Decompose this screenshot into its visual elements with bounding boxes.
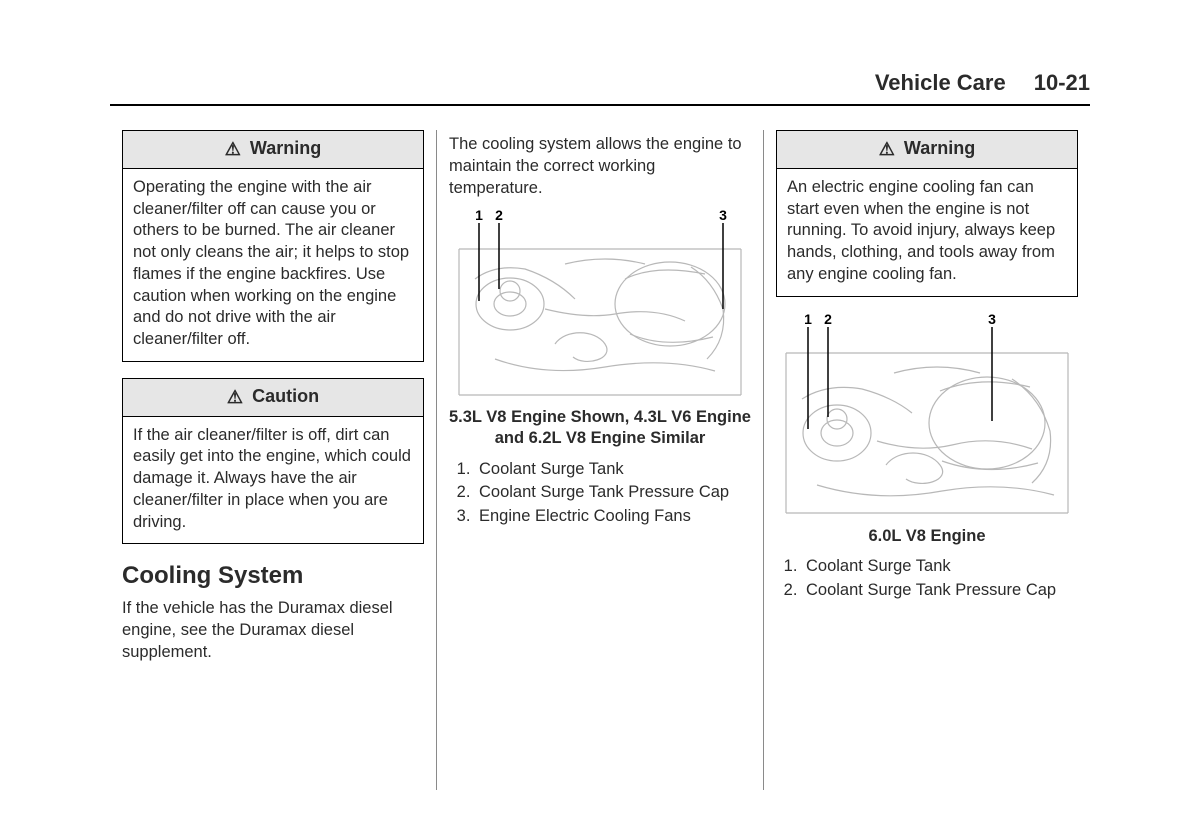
figure-2-callout-list: Coolant Surge Tank Coolant Surge Tank Pr… <box>802 556 1078 602</box>
fig1-label-3: 3 <box>719 209 727 223</box>
warning-icon: ⚠ <box>225 138 241 162</box>
page-header: Vehicle Care 10-21 <box>110 70 1090 106</box>
fig1-callout-3: Engine Electric Cooling Fans <box>475 506 751 528</box>
fig2-label-3: 3 <box>988 313 996 327</box>
warning-title-text-2: Warning <box>904 138 975 158</box>
page-number: 10-21 <box>1034 70 1090 96</box>
fig1-callout-1: Coolant Surge Tank <box>475 459 751 481</box>
fig2-label-2: 2 <box>824 313 832 327</box>
fig1-label-1: 1 <box>475 209 483 223</box>
fig2-label-1: 1 <box>804 313 812 327</box>
fig1-label-2: 2 <box>495 209 503 223</box>
caution-icon: ⚠ <box>227 386 243 410</box>
warning-box-body-2: An electric engine cooling fan can start… <box>777 169 1077 296</box>
cooling-intro-para: The cooling system allows the engine to … <box>449 134 751 199</box>
figure-engine-53l: 1 2 3 <box>449 209 751 399</box>
fig2-callout-2: Coolant Surge Tank Pressure Cap <box>802 580 1078 602</box>
content-columns: ⚠ Warning Operating the engine with the … <box>110 130 1090 790</box>
warning-box-air-cleaner: ⚠ Warning Operating the engine with the … <box>122 130 424 362</box>
caution-title-text: Caution <box>252 386 319 406</box>
caution-box-air-cleaner: ⚠ Caution If the air cleaner/filter is o… <box>122 378 424 545</box>
warning-box-title: ⚠ Warning <box>123 131 423 169</box>
warning-box-title-2: ⚠ Warning <box>777 131 1077 169</box>
column-3: ⚠ Warning An electric engine cooling fan… <box>763 130 1090 790</box>
column-2: The cooling system allows the engine to … <box>436 130 763 790</box>
section-para-duramax: If the vehicle has the Duramax diesel en… <box>122 598 424 663</box>
caution-box-title: ⚠ Caution <box>123 379 423 417</box>
figure-engine-60l: 1 2 3 <box>776 313 1078 518</box>
caution-box-body: If the air cleaner/filter is off, dirt c… <box>123 417 423 544</box>
warning-box-body: Operating the engine with the air cleane… <box>123 169 423 361</box>
chapter-title: Vehicle Care <box>875 70 1006 96</box>
fig2-callout-1: Coolant Surge Tank <box>802 556 1078 578</box>
warning-title-text: Warning <box>250 138 321 158</box>
fig1-callout-2: Coolant Surge Tank Pressure Cap <box>475 482 751 504</box>
engine-diagram-1-svg: 1 2 3 <box>449 209 751 399</box>
warning-icon: ⚠ <box>879 138 895 162</box>
section-heading-cooling-system: Cooling System <box>122 560 424 592</box>
figure-2-caption: 6.0L V8 Engine <box>776 526 1078 547</box>
column-1: ⚠ Warning Operating the engine with the … <box>110 130 436 790</box>
engine-diagram-2-svg: 1 2 3 <box>776 313 1078 518</box>
figure-1-callout-list: Coolant Surge Tank Coolant Surge Tank Pr… <box>475 459 751 528</box>
warning-box-cooling-fan: ⚠ Warning An electric engine cooling fan… <box>776 130 1078 297</box>
figure-1-caption: 5.3L V8 Engine Shown, 4.3L V6 Engine and… <box>449 407 751 448</box>
